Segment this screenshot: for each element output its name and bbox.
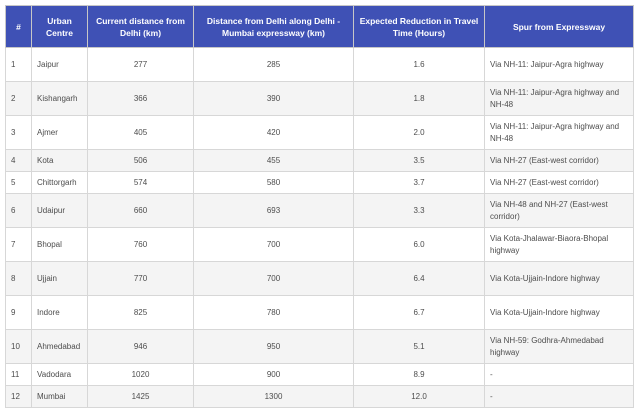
current-distance: 770 [87,261,194,296]
header-urban-centre: Urban Centre [31,5,88,48]
current-distance: 574 [87,171,194,194]
current-distance: 1020 [87,363,194,386]
current-distance: 1425 [87,385,194,408]
urban-centre: Mumbai [31,385,88,408]
table-row: 7 Bhopal 760 700 6.0 Via Kota-Jhalawar-B… [5,227,634,262]
spur-route: Via NH-11: Jaipur-Agra highway [484,47,634,82]
table-header-row: # Urban Centre Current distance from Del… [5,5,634,48]
expressway-distance-table: # Urban Centre Current distance from Del… [5,5,634,408]
urban-centre: Bhopal [31,227,88,262]
travel-time-reduction: 6.0 [353,227,485,262]
table-row: 2 Kishangarh 366 390 1.8 Via NH-11: Jaip… [5,81,634,116]
travel-time-reduction: 3.7 [353,171,485,194]
travel-time-reduction: 12.0 [353,385,485,408]
row-number: 9 [5,295,32,330]
current-distance: 366 [87,81,194,116]
urban-centre: Ahmedabad [31,329,88,364]
urban-centre: Indore [31,295,88,330]
travel-time-reduction: 3.3 [353,193,485,228]
row-number: 10 [5,329,32,364]
current-distance: 506 [87,149,194,172]
row-number: 3 [5,115,32,150]
row-number: 1 [5,47,32,82]
table-row: 1 Jaipur 277 285 1.6 Via NH-11: Jaipur-A… [5,47,634,82]
travel-time-reduction: 2.0 [353,115,485,150]
spur-route: - [484,385,634,408]
row-number: 8 [5,261,32,296]
urban-centre: Jaipur [31,47,88,82]
urban-centre: Kishangarh [31,81,88,116]
spur-route: Via NH-48 and NH-27 (East-west corridor) [484,193,634,228]
expressway-distance: 1300 [193,385,354,408]
row-number: 7 [5,227,32,262]
spur-route: Via NH-59: Godhra-Ahmedabad highway [484,329,634,364]
travel-time-reduction: 1.8 [353,81,485,116]
expressway-distance: 580 [193,171,354,194]
row-number: 6 [5,193,32,228]
current-distance: 825 [87,295,194,330]
urban-centre: Kota [31,149,88,172]
row-number: 12 [5,385,32,408]
current-distance: 277 [87,47,194,82]
urban-centre: Ujjain [31,261,88,296]
expressway-distance: 950 [193,329,354,364]
travel-time-reduction: 5.1 [353,329,485,364]
current-distance: 946 [87,329,194,364]
table-row: 5 Chittorgarh 574 580 3.7 Via NH-27 (Eas… [5,171,634,194]
header-spur: Spur from Expressway [484,5,634,48]
travel-time-reduction: 6.7 [353,295,485,330]
expressway-distance: 420 [193,115,354,150]
row-number: 2 [5,81,32,116]
expressway-distance: 700 [193,261,354,296]
spur-route: Via Kota-Jhalawar-Biaora-Bhopal highway [484,227,634,262]
table-row: 6 Udaipur 660 693 3.3 Via NH-48 and NH-2… [5,193,634,228]
travel-time-reduction: 3.5 [353,149,485,172]
table-row: 3 Ajmer 405 420 2.0 Via NH-11: Jaipur-Ag… [5,115,634,150]
expressway-distance: 693 [193,193,354,228]
travel-time-reduction: 1.6 [353,47,485,82]
spur-route: Via NH-27 (East-west corridor) [484,171,634,194]
expressway-table-container: # Urban Centre Current distance from Del… [5,5,634,408]
expressway-distance: 455 [193,149,354,172]
header-expressway-distance: Distance from Delhi along Delhi - Mumbai… [193,5,354,48]
current-distance: 760 [87,227,194,262]
expressway-distance: 700 [193,227,354,262]
header-current-distance: Current distance from Delhi (km) [87,5,194,48]
current-distance: 405 [87,115,194,150]
expressway-distance: 780 [193,295,354,330]
spur-route: Via NH-11: Jaipur-Agra highway and NH-48 [484,81,634,116]
table-row: 12 Mumbai 1425 1300 12.0 - [5,385,634,408]
spur-route: Via NH-11: Jaipur-Agra highway and NH-48 [484,115,634,150]
row-number: 11 [5,363,32,386]
row-number: 5 [5,171,32,194]
urban-centre: Ajmer [31,115,88,150]
header-travel-time-reduction: Expected Reduction in Travel Time (Hours… [353,5,485,48]
travel-time-reduction: 8.9 [353,363,485,386]
row-number: 4 [5,149,32,172]
travel-time-reduction: 6.4 [353,261,485,296]
urban-centre: Chittorgarh [31,171,88,194]
table-row: 10 Ahmedabad 946 950 5.1 Via NH-59: Godh… [5,329,634,364]
spur-route: Via Kota-Ujjain-Indore highway [484,295,634,330]
table-row: 11 Vadodara 1020 900 8.9 - [5,363,634,386]
spur-route: Via Kota-Ujjain-Indore highway [484,261,634,296]
urban-centre: Vadodara [31,363,88,386]
spur-route: - [484,363,634,386]
table-row: 8 Ujjain 770 700 6.4 Via Kota-Ujjain-Ind… [5,261,634,296]
urban-centre: Udaipur [31,193,88,228]
spur-route: Via NH-27 (East-west corridor) [484,149,634,172]
expressway-distance: 390 [193,81,354,116]
header-number: # [5,5,32,48]
current-distance: 660 [87,193,194,228]
expressway-distance: 900 [193,363,354,386]
table-row: 9 Indore 825 780 6.7 Via Kota-Ujjain-Ind… [5,295,634,330]
table-row: 4 Kota 506 455 3.5 Via NH-27 (East-west … [5,149,634,172]
expressway-distance: 285 [193,47,354,82]
